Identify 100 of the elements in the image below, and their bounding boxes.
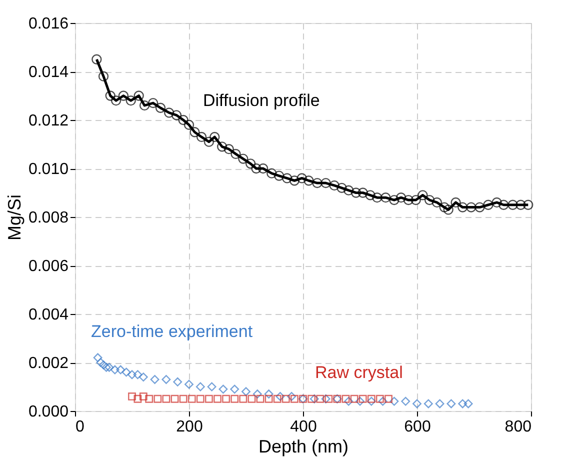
y-tick-label: 0.006 <box>28 258 69 275</box>
point <box>390 396 399 406</box>
point <box>238 154 248 164</box>
point <box>133 370 142 380</box>
point <box>380 192 391 203</box>
y-tick-label: 0.002 <box>28 355 69 372</box>
point <box>248 394 256 403</box>
point <box>424 399 433 408</box>
point <box>350 188 362 198</box>
point <box>446 399 456 408</box>
point <box>498 200 509 210</box>
point <box>148 98 158 108</box>
x-axis-title: Depth (nm) <box>258 436 349 456</box>
point <box>154 394 162 403</box>
point <box>410 194 421 206</box>
point <box>196 132 207 142</box>
point <box>350 394 358 403</box>
point <box>344 185 354 196</box>
point <box>230 148 241 160</box>
point <box>252 390 262 398</box>
point <box>118 90 129 101</box>
point <box>266 168 277 178</box>
y-tick-label: 0.008 <box>28 210 69 226</box>
point <box>316 394 324 403</box>
point <box>273 394 282 403</box>
point <box>170 394 179 403</box>
point <box>128 392 136 400</box>
point <box>216 142 228 152</box>
point <box>508 200 518 210</box>
point <box>483 200 494 210</box>
y-axis-title: Mg/Si <box>4 194 24 241</box>
point <box>389 194 400 206</box>
x-tick-label: 400 <box>290 418 317 436</box>
point <box>126 96 136 106</box>
point <box>418 190 428 200</box>
point <box>435 399 444 408</box>
point <box>296 173 307 184</box>
point <box>173 377 182 386</box>
y-tick-label: 0.016 <box>28 16 69 32</box>
point <box>376 394 384 403</box>
point <box>523 200 534 210</box>
point <box>378 396 388 406</box>
point <box>104 362 114 372</box>
point <box>443 204 454 215</box>
point <box>356 396 364 406</box>
x-tick-label: 0 <box>76 418 84 436</box>
point <box>196 394 204 403</box>
y-tick-label: 0.000 <box>28 404 69 420</box>
point <box>366 396 376 406</box>
point <box>516 200 526 210</box>
point <box>492 197 502 208</box>
y-tick-label: 0.012 <box>28 112 69 130</box>
point <box>432 197 442 208</box>
point <box>98 71 109 82</box>
point <box>155 102 166 113</box>
y-tick-label: 0.014 <box>28 64 69 81</box>
point <box>122 368 131 377</box>
point <box>276 392 285 401</box>
point <box>128 370 136 380</box>
point <box>207 382 216 392</box>
point <box>403 194 414 206</box>
point <box>312 178 322 188</box>
point <box>258 163 268 174</box>
point <box>171 110 182 120</box>
point <box>224 144 234 154</box>
point <box>99 360 108 370</box>
point <box>458 202 468 212</box>
point <box>138 372 148 382</box>
point <box>139 392 148 400</box>
point <box>424 194 435 206</box>
point <box>321 394 330 404</box>
point <box>367 394 376 403</box>
point <box>289 176 300 186</box>
point <box>342 394 350 403</box>
point <box>324 394 333 403</box>
point <box>450 197 461 208</box>
point <box>184 120 194 130</box>
point <box>102 362 111 372</box>
point <box>264 390 274 398</box>
point <box>179 394 188 403</box>
series-label: Raw crystal <box>315 363 403 382</box>
point <box>308 394 316 403</box>
point <box>358 394 367 403</box>
point <box>464 399 473 408</box>
point <box>116 365 126 374</box>
point <box>290 394 298 403</box>
point <box>92 54 102 64</box>
point <box>239 394 248 403</box>
point <box>214 394 222 403</box>
point <box>164 108 174 118</box>
point <box>251 163 262 174</box>
series-label: Diffusion profile <box>203 91 320 110</box>
point <box>210 132 220 142</box>
series-label: Zero-time experiment <box>91 322 253 341</box>
point <box>336 182 347 193</box>
point <box>105 90 116 101</box>
point <box>188 394 196 403</box>
point <box>458 399 468 408</box>
point <box>396 192 406 203</box>
point <box>264 394 273 403</box>
